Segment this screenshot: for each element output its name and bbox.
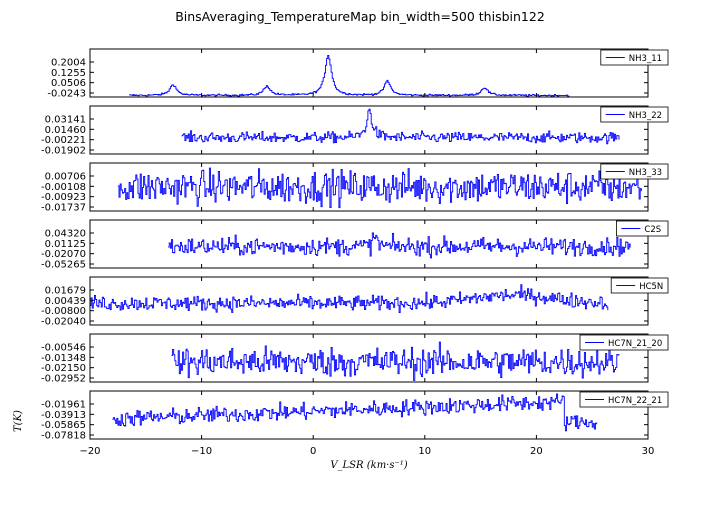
y-tick-label: 0.01679	[45, 286, 86, 297]
panel-frame-HC5N	[89, 276, 649, 326]
legend-box-NH3_33	[600, 163, 669, 180]
y-tick-label: 0.2004	[51, 58, 86, 69]
y-tick-label: -0.05865	[41, 420, 86, 431]
y-tick-label: -0.00800	[41, 306, 86, 317]
panel-frame-NH3_33	[89, 162, 649, 212]
y-tick-label: 0.00439	[45, 296, 86, 307]
y-tick-label: 0.03141	[45, 115, 86, 126]
panel-frame-HC7N_21_20	[89, 333, 649, 383]
y-tick-label: -0.01902	[41, 146, 86, 157]
series-line-HC7N_21_20	[171, 341, 620, 381]
y-tick-label: -0.05265	[41, 260, 86, 271]
y-tick-label: -0.00923	[41, 192, 86, 203]
x-tick-label: −10	[191, 446, 212, 457]
panel-frame-NH3_22	[89, 105, 649, 155]
chart-title: BinsAveraging_TemperatureMap bin_width=5…	[175, 9, 545, 24]
legend-label-HC7N_21_20: HC7N_21_20	[608, 339, 662, 349]
y-tick-label: 0.04320	[45, 229, 86, 240]
legend-label-NH3_11: NH3_11	[629, 54, 662, 64]
x-tick-label: 0	[310, 446, 316, 457]
y-tick-label: 0.01125	[45, 239, 86, 250]
y-tick-label: -0.00546	[41, 343, 86, 354]
legend-label-NH3_33: NH3_33	[629, 168, 662, 178]
panel-frame-C2S	[89, 219, 649, 269]
y-tick-label: -0.02070	[41, 249, 86, 260]
panel-frame-HC7N_22_21	[89, 390, 649, 440]
panel-frame-NH3_11	[89, 48, 649, 98]
y-tick-label: 0.00706	[45, 172, 86, 183]
series-line-HC5N	[90, 284, 609, 313]
legend-box-HC7N_21_20	[579, 334, 669, 351]
y-tick-label: -0.00221	[41, 135, 86, 146]
series-line-NH3_11	[129, 55, 570, 98]
x-tick-label: 10	[418, 446, 431, 457]
y-tick-label: -0.02952	[41, 374, 86, 385]
legend-label-NH3_22: NH3_22	[629, 111, 662, 121]
legend-box-HC5N	[610, 277, 669, 294]
y-tick-label: 0.1255	[51, 68, 86, 79]
legend-box-HC7N_22_21	[579, 391, 669, 408]
y-tick-label: -0.00108	[41, 182, 86, 193]
legend-label-HC5N: HC5N	[639, 282, 663, 292]
y-tick-label: -0.02040	[41, 317, 86, 328]
y-tick-label: -0.01961	[41, 400, 86, 411]
legend-label-C2S: C2S	[644, 225, 661, 235]
legend-label-HC7N_22_21: HC7N_22_21	[608, 396, 662, 406]
y-tick-label: -0.03913	[41, 410, 86, 421]
y-tick-label: 0.01460	[45, 125, 86, 136]
legend-box-C2S	[616, 220, 669, 237]
legend-box-NH3_11	[600, 49, 669, 66]
x-tick-label: −20	[79, 446, 100, 457]
y-axis-label: T(K)	[13, 410, 24, 432]
x-axis-label: V_LSR (km·s⁻¹)	[330, 460, 408, 471]
series-line-NH3_33	[117, 167, 642, 209]
series-line-C2S	[168, 232, 631, 259]
legend-box-NH3_22	[600, 106, 669, 123]
y-tick-label: -0.02150	[41, 363, 86, 374]
y-tick-label: -0.0243	[47, 89, 86, 100]
series-line-HC7N_22_21	[112, 393, 598, 432]
y-tick-label: 0.0506	[51, 78, 86, 89]
y-tick-label: -0.01737	[41, 203, 86, 214]
y-tick-label: -0.07818	[41, 431, 86, 442]
series-line-NH3_22	[181, 108, 620, 145]
y-tick-label: -0.01348	[41, 353, 86, 364]
x-tick-label: 20	[530, 446, 543, 457]
x-tick-label: 30	[642, 446, 655, 457]
